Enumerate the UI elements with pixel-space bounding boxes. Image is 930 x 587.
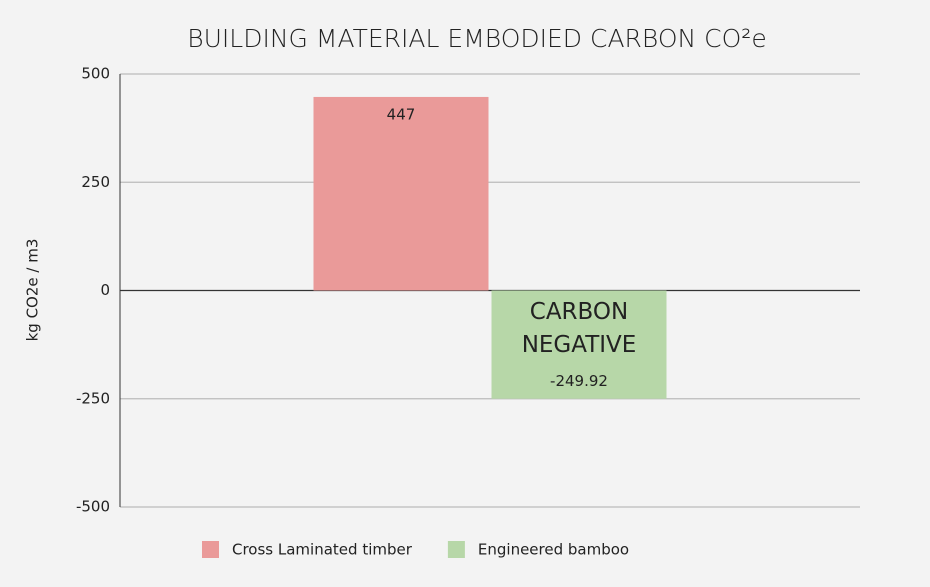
bar xyxy=(313,96,489,291)
y-tick-label: -500 xyxy=(76,498,110,516)
chart-title: BUILDING MATERIAL EMBODIED CARBON CO²e xyxy=(187,24,766,53)
y-tick-label: 500 xyxy=(81,65,110,83)
data-label: -249.92 xyxy=(550,372,608,390)
legend-label: Engineered bamboo xyxy=(478,541,629,559)
legend-swatch xyxy=(202,541,219,558)
y-tick-label: 250 xyxy=(81,173,110,191)
bar xyxy=(491,290,667,399)
annotation: CARBON xyxy=(530,299,628,325)
annotation: NEGATIVE xyxy=(522,332,637,358)
legend-swatch xyxy=(447,541,465,558)
y-axis-label: kg CO2e / m3 xyxy=(24,239,42,342)
data-label: 447 xyxy=(387,105,416,123)
y-tick-label: 0 xyxy=(100,281,110,299)
y-tick-label: -250 xyxy=(76,389,110,407)
legend-label: Cross Laminated timber xyxy=(232,541,413,559)
